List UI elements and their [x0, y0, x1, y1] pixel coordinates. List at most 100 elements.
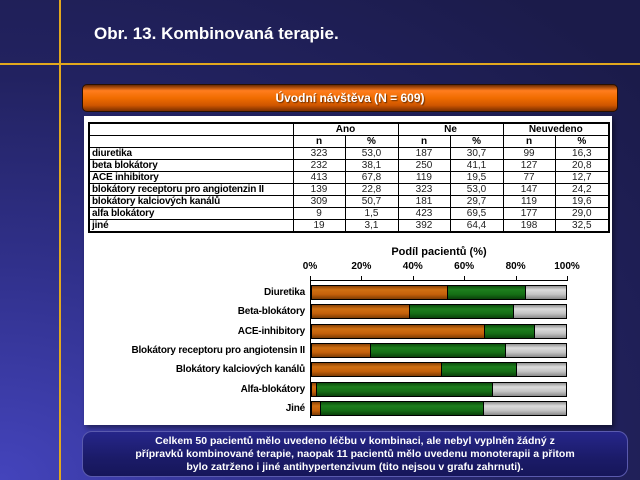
bar-segment-ne — [319, 402, 484, 415]
bar-segment-ano — [312, 344, 370, 357]
table-cell: 77 — [502, 171, 556, 184]
table-cell: 32,5 — [554, 219, 610, 233]
table-cell: 69,5 — [449, 207, 504, 220]
table-cell: 119 — [502, 195, 556, 208]
x-tick-mark — [567, 276, 568, 281]
category-label: Diuretika — [264, 287, 305, 298]
table-cell: 12,7 — [554, 171, 610, 184]
table-sub-header-row: n % n % n % — [88, 135, 610, 148]
table-cell: 29,7 — [449, 195, 504, 208]
table-row: ACE inhibitory 413 67,8 119 19,5 77 12,7 — [88, 171, 610, 184]
table-cell: 50,7 — [344, 195, 399, 208]
table-cell: 24,2 — [554, 183, 610, 196]
category-label: Jiné — [285, 403, 305, 414]
therapy-table: Ano Ne Neuvedeno n % n % n % diuretika 32… — [88, 122, 611, 233]
category-label: Alfa-blokátory — [240, 384, 306, 395]
bar-segment-neuvedeno — [504, 344, 566, 357]
stacked-bar — [311, 285, 567, 300]
table-cell: 19 — [292, 219, 346, 233]
x-tick-mark — [310, 276, 311, 281]
bar-segment-ne — [408, 305, 514, 318]
table-corner-cell — [88, 122, 294, 136]
x-tick-label: 80% — [505, 261, 526, 272]
table-cell: 423 — [397, 207, 451, 220]
table-cell: 323 — [397, 183, 451, 196]
bar-segment-ne — [446, 286, 525, 299]
col-header-pct: % — [344, 135, 399, 148]
footer-line: bylo zatrženo i jiné antihypertenzivum (… — [186, 461, 524, 473]
table-cell: 53,0 — [344, 147, 399, 160]
bar-segment-ne — [440, 363, 517, 376]
col-header-n: n — [397, 135, 451, 148]
table-cell: 1,5 — [344, 207, 399, 220]
col-header-n: n — [292, 135, 346, 148]
content-panel: Ano Ne Neuvedeno n % n % n % diuretika 32… — [84, 116, 612, 425]
bar-segment-ano — [312, 363, 441, 376]
table-cell: 64,4 — [449, 219, 504, 233]
x-tick-mark — [413, 276, 414, 281]
table-row: alfa blokátory 9 1,5 423 69,5 177 29,0 — [88, 207, 610, 220]
bar-segment-ano — [312, 402, 320, 415]
bar-segment-neuvedeno — [513, 305, 566, 318]
table-cell: 41,1 — [449, 159, 504, 172]
footer-line: přípravků kombinované terapie, naopak 11… — [135, 448, 575, 460]
row-label: beta blokátory — [88, 159, 294, 172]
x-tick-label: 0% — [302, 261, 318, 272]
chart-title: Podíl pacientů (%) — [391, 246, 487, 258]
x-tick-label: 60% — [454, 261, 475, 272]
table-cell: 20,8 — [554, 159, 610, 172]
gold-vertical-line — [59, 0, 61, 480]
table-cell: 29,0 — [554, 207, 610, 220]
table-cell: 30,7 — [449, 147, 504, 160]
row-label: ACE inhibitory — [88, 171, 294, 184]
col-header-pct: % — [449, 135, 504, 148]
table-cell: 413 — [292, 171, 346, 184]
bar-segment-ano — [312, 286, 447, 299]
table-cell: 16,3 — [554, 147, 610, 160]
row-label: diuretika — [88, 147, 294, 160]
x-tick-mark — [464, 276, 465, 281]
section-banner: Úvodní návštěva (N = 609) — [82, 84, 618, 112]
category-label: Blokátory kalciových kanálů — [175, 364, 305, 375]
row-label: blokátory receptoru pro angiotenzin II — [88, 183, 294, 196]
bar-segment-ne — [484, 325, 534, 338]
table-cell: 19,5 — [449, 171, 504, 184]
table-cell: 323 — [292, 147, 346, 160]
x-tick-mark — [361, 276, 362, 281]
table-row: beta blokátory 232 38,1 250 41,1 127 20,8 — [88, 159, 610, 172]
stacked-bar-chart: Podíl pacientů (%) 0% 20% 40% 60% 80% 100% Di… — [84, 244, 612, 422]
bar-segment-neuvedeno — [524, 286, 566, 299]
bar-segment-neuvedeno — [492, 383, 566, 396]
y-axis-line — [310, 280, 311, 418]
table-group-header-row: Ano Ne Neuvedeno — [88, 122, 610, 136]
x-tick-label: 40% — [402, 261, 423, 272]
bar-segment-ne — [315, 383, 493, 396]
table-cell: 19,6 — [554, 195, 610, 208]
table-cell: 127 — [502, 159, 556, 172]
stacked-bar — [311, 382, 567, 397]
row-label: jiné — [88, 219, 294, 233]
table-cell: 139 — [292, 183, 346, 196]
table-cell: 22,8 — [344, 183, 399, 196]
table-cell: 177 — [502, 207, 556, 220]
bar-segment-ano — [312, 305, 409, 318]
table-cell: 187 — [397, 147, 451, 160]
col-group-neuvedeno: Neuvedeno — [502, 122, 610, 136]
table-cell: 9 — [292, 207, 346, 220]
x-tick-mark — [516, 276, 517, 281]
table-row: jiné 19 3,1 392 64,4 198 32,5 — [88, 219, 610, 233]
table-cell: 38,1 — [344, 159, 399, 172]
footer-note: Celkem 50 pacientů mělo uvedeno léčbu v … — [82, 431, 628, 477]
table-cell: 99 — [502, 147, 556, 160]
table-cell: 181 — [397, 195, 451, 208]
col-group-ne: Ne — [397, 122, 504, 136]
x-axis-line — [310, 280, 568, 281]
stacked-bar — [311, 324, 567, 339]
x-tick-label: 100% — [554, 261, 580, 272]
bar-segment-neuvedeno — [483, 402, 566, 415]
bar-segment-ne — [369, 344, 505, 357]
table-corner-cell — [88, 135, 294, 148]
table-cell: 119 — [397, 171, 451, 184]
table-cell: 3,1 — [344, 219, 399, 233]
